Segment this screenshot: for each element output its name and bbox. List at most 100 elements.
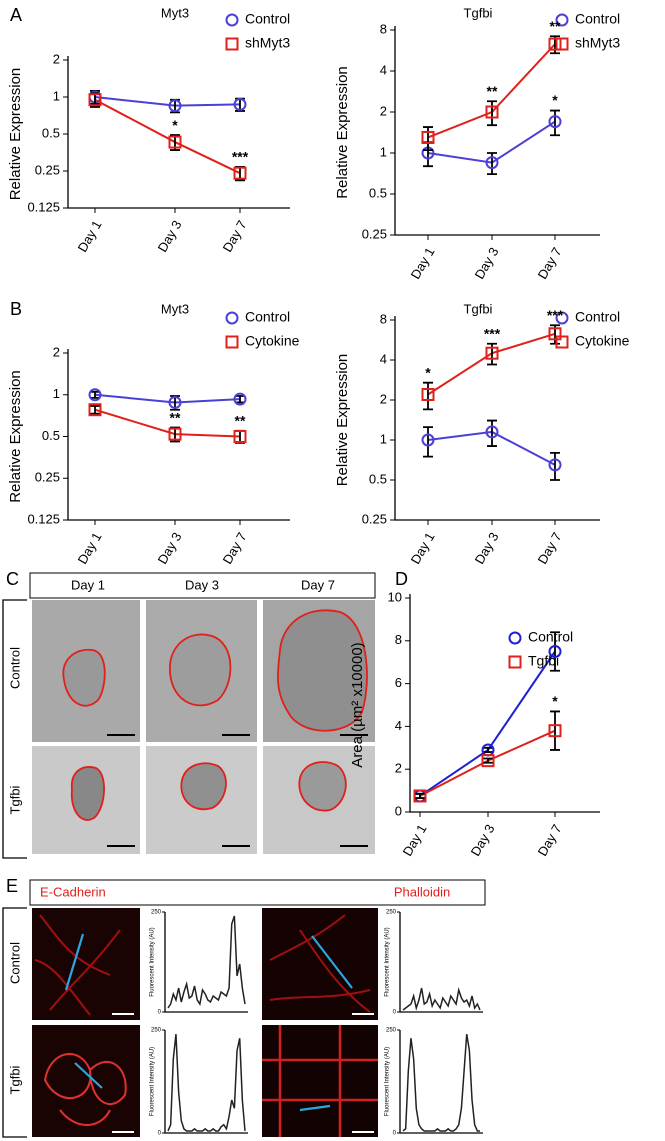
y-tick-label: 2	[395, 761, 402, 776]
intensity-profile	[402, 1034, 480, 1132]
marker	[485, 346, 499, 360]
marker	[485, 425, 499, 439]
header-box	[29, 572, 376, 599]
marker	[168, 395, 182, 409]
fluorescence-images	[32, 908, 378, 1137]
series-line	[94, 393, 241, 404]
error-bar	[415, 792, 425, 799]
x-tick-label: Day 7	[535, 530, 565, 567]
x-tick-label: Day 7	[220, 530, 250, 567]
row-label: Control	[7, 647, 22, 689]
y-tick-label: 0.5	[42, 428, 60, 443]
axis	[409, 594, 600, 813]
marker	[548, 327, 562, 341]
x-tick-label: Day 1	[408, 245, 438, 282]
error-bar	[550, 710, 560, 751]
x-tick-label: Day 3	[472, 530, 502, 567]
marker	[548, 724, 562, 738]
error-bar	[550, 451, 560, 481]
error-bar	[483, 746, 493, 753]
y-tick-label: 0.25	[362, 511, 387, 526]
y-tick-label: 0.125	[27, 511, 60, 526]
marker	[168, 427, 182, 441]
x-tick-label: Day 1	[75, 218, 105, 255]
column-label: Day 7	[301, 577, 335, 592]
legend-marker	[555, 311, 569, 325]
marker	[421, 130, 435, 144]
marker	[548, 37, 562, 51]
panel-label: E	[6, 876, 18, 896]
legend-label: Control	[245, 309, 290, 325]
y-tick-label: 2	[380, 103, 387, 118]
significance: ***	[547, 307, 564, 323]
y-tick-label: 0.5	[369, 471, 387, 486]
y-tick-label: 0	[393, 1131, 397, 1137]
y-axis-label: Relative Expression	[7, 370, 24, 503]
series-line	[94, 96, 241, 107]
x-tick-label: Day 1	[400, 822, 430, 859]
chart-title: Myt3	[161, 5, 189, 20]
y-tick-label: 2	[53, 344, 60, 359]
y-tick-label: 0.5	[369, 185, 387, 200]
x-tick-label: Day 1	[408, 530, 438, 567]
error-bar	[550, 631, 560, 672]
y-axis-label: Fluorescent Intensity (AU)	[150, 927, 156, 996]
axis	[67, 56, 290, 209]
y-axis-label: Relative Expression	[7, 68, 24, 201]
error-bar	[487, 419, 497, 447]
y-tick-label: 250	[151, 910, 162, 916]
y-tick-label: 0	[158, 1010, 162, 1016]
legend-marker	[225, 37, 239, 51]
marker	[421, 387, 435, 401]
significance: *	[552, 92, 558, 108]
x-tick-label: Day 3	[155, 530, 185, 567]
y-tick-label: 8	[380, 21, 387, 36]
y-tick-label: 10	[388, 589, 402, 604]
y-tick-label: 4	[395, 718, 402, 733]
marker	[548, 458, 562, 472]
y-tick-label: 6	[395, 675, 402, 690]
row-label: Tgfbi	[7, 785, 22, 814]
error-bar	[423, 381, 433, 411]
marker	[233, 392, 247, 406]
chart-title: Tgfbi	[464, 5, 493, 20]
significance: *	[172, 117, 178, 133]
intensity-profile	[167, 1034, 246, 1132]
y-tick-label: 0.25	[35, 162, 60, 177]
x-tick-label: Day 7	[535, 822, 565, 859]
legend-marker	[225, 311, 239, 325]
y-tick-label: 0.5	[42, 125, 60, 140]
marker	[168, 135, 182, 149]
marker	[548, 645, 562, 658]
y-axis-label: Fluorescent Intensity (AU)	[150, 1047, 156, 1116]
legend-label: shMyt3	[245, 35, 290, 51]
y-tick-label: 0	[158, 1131, 162, 1137]
legend-label: Control	[528, 629, 573, 645]
y-tick-label: 8	[395, 632, 402, 647]
row-bracket	[2, 907, 27, 1138]
y-axis-label: Relative Expression	[334, 66, 351, 199]
y-tick-label: 250	[386, 1028, 397, 1034]
marker	[88, 93, 102, 107]
marker	[233, 97, 247, 111]
marker	[88, 403, 102, 417]
y-tick-label: 250	[151, 1028, 162, 1034]
axis	[399, 912, 483, 1013]
y-tick-label: 0	[393, 1010, 397, 1016]
legend-marker	[555, 335, 569, 349]
intensity-profile	[167, 915, 246, 1009]
significance: **	[235, 412, 246, 428]
marker	[168, 99, 182, 113]
legend-marker	[225, 335, 239, 349]
marker	[233, 430, 247, 443]
marker	[481, 754, 495, 768]
error-bar	[550, 109, 560, 137]
legend-marker	[225, 13, 239, 27]
series-line	[94, 408, 241, 438]
row-label: Tgfbi	[7, 1065, 22, 1094]
significance: ***	[232, 149, 249, 165]
x-tick-label: Day 3	[155, 218, 185, 255]
brightfield-images	[32, 600, 375, 854]
legend-label: Tgfbi	[528, 653, 559, 669]
